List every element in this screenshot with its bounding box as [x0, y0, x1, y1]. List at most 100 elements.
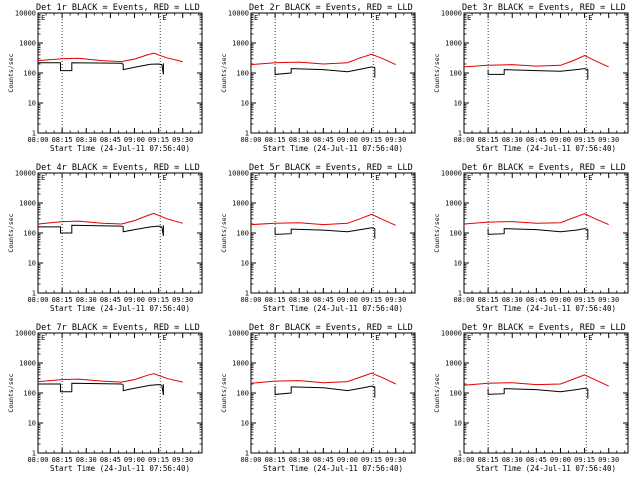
lld-series-line — [37, 52, 183, 63]
x-tick-label: 08:00 — [27, 456, 48, 464]
y-tick-label: 1000 — [232, 200, 249, 208]
event-marker-label: E — [162, 334, 166, 342]
y-tick-label: 1000 — [19, 200, 36, 208]
y-tick-label: 100 — [23, 230, 36, 238]
lld-series-line — [37, 373, 183, 383]
y-tick-label: 1 — [245, 130, 249, 138]
x-tick-label: 08:30 — [76, 296, 97, 304]
x-tick-label: 08:30 — [76, 136, 97, 144]
detector-panel: Det 4r BLACK = Events, RED = LLD 1 10 100 10… — [0, 160, 213, 320]
y-tick-label: 10 — [28, 420, 36, 428]
y-tick-label: 100 — [236, 390, 249, 398]
x-tick-label: 08:45 — [100, 136, 121, 144]
x-tick-label: 08:15 — [478, 456, 499, 464]
x-tick-label: 09:00 — [337, 136, 358, 144]
chart-svg: Det 5r BLACK = Events, RED = LLD 1 10 100 10… — [220, 163, 416, 313]
y-tick-label: 1 — [32, 130, 36, 138]
y-tick-label: 10000 — [228, 330, 249, 338]
x-tick-label: 08:15 — [265, 136, 286, 144]
y-tick-label: 1000 — [445, 40, 462, 48]
event-marker-label: E — [41, 14, 45, 22]
x-axis-label: Start Time (24-Jul-11 07:56:40) — [50, 464, 190, 473]
y-tick-label: 10 — [454, 420, 462, 428]
x-tick-label: 08:15 — [52, 136, 73, 144]
event-marker-label: E — [375, 14, 379, 22]
x-axis-label: Start Time (24-Jul-11 07:56:40) — [476, 304, 616, 313]
chart-title: Det 7r BLACK = Events, RED = LLD — [36, 323, 200, 333]
plot-frame — [37, 12, 203, 134]
chart-title: Det 1r BLACK = Events, RED = LLD — [36, 3, 200, 13]
y-tick-label: 10000 — [228, 10, 249, 18]
detector-panel: Det 7r BLACK = Events, RED = LLD 1 10 100 10… — [0, 320, 213, 480]
x-tick-label: 08:15 — [265, 456, 286, 464]
y-tick-label: 1 — [245, 290, 249, 298]
x-tick-label: 09:00 — [124, 296, 145, 304]
x-tick-label: 08:00 — [453, 136, 474, 144]
detector-panel: Det 3r BLACK = Events, RED = LLD 1 10 100 10… — [426, 0, 639, 160]
x-tick-label: 09:30 — [172, 456, 193, 464]
chart-svg: Det 2r BLACK = Events, RED = LLD 1 10 100 10… — [220, 3, 416, 153]
x-tick-label: 08:45 — [526, 136, 547, 144]
y-tick-label: 100 — [23, 70, 36, 78]
x-tick-label: 09:15 — [361, 456, 382, 464]
x-axis-label: Start Time (24-Jul-11 07:56:40) — [263, 144, 403, 153]
chart-svg: Det 3r BLACK = Events, RED = LLD 1 10 100 10… — [433, 3, 629, 153]
detector-panel: Det 5r BLACK = Events, RED = LLD 1 10 100 10… — [213, 160, 426, 320]
chart-svg: Det 1r BLACK = Events, RED = LLD 1 10 100 10… — [7, 3, 203, 153]
y-tick-label: 10000 — [441, 170, 462, 178]
lld-series-line — [250, 213, 396, 226]
y-axis-label: Counts/sec — [7, 53, 15, 92]
y-tick-label: 100 — [449, 390, 462, 398]
lld-series-line — [463, 374, 609, 387]
y-tick-label: 1000 — [445, 360, 462, 368]
x-tick-label: 09:00 — [124, 136, 145, 144]
chart-title: Det 9r BLACK = Events, RED = LLD — [462, 323, 626, 333]
x-tick-label: 09:15 — [361, 296, 382, 304]
plot-frame — [250, 172, 416, 294]
x-tick-label: 09:30 — [385, 456, 406, 464]
event-marker-label: E — [41, 334, 45, 342]
x-tick-label: 09:15 — [574, 136, 595, 144]
y-tick-label: 10 — [28, 260, 36, 268]
events-series-line — [38, 382, 164, 396]
x-tick-label: 08:30 — [289, 136, 310, 144]
plot-frame — [463, 332, 629, 454]
x-tick-label: 08:00 — [27, 296, 48, 304]
x-tick-label: 08:45 — [313, 136, 334, 144]
x-tick-label: 09:00 — [550, 296, 571, 304]
y-tick-label: 10000 — [441, 10, 462, 18]
y-tick-label: 1000 — [232, 40, 249, 48]
y-tick-label: 100 — [236, 70, 249, 78]
chart-title: Det 3r BLACK = Events, RED = LLD — [462, 3, 626, 13]
x-tick-label: 09:30 — [598, 136, 619, 144]
x-tick-label: 08:30 — [502, 296, 523, 304]
chart-title: Det 4r BLACK = Events, RED = LLD — [36, 163, 200, 173]
x-tick-label: 08:45 — [526, 456, 547, 464]
y-tick-label: 1 — [458, 290, 462, 298]
x-axis-label: Start Time (24-Jul-11 07:56:40) — [50, 144, 190, 153]
y-tick-label: 1000 — [232, 360, 249, 368]
x-tick-label: 09:00 — [550, 136, 571, 144]
detector-panel: Det 8r BLACK = Events, RED = LLD 1 10 100 10… — [213, 320, 426, 480]
y-tick-label: 1 — [245, 450, 249, 458]
y-axis-label: Counts/sec — [220, 53, 228, 92]
y-tick-label: 1 — [32, 450, 36, 458]
event-marker-label: E — [588, 174, 592, 182]
y-tick-label: 1000 — [19, 40, 36, 48]
x-tick-label: 08:30 — [502, 136, 523, 144]
x-tick-label: 08:15 — [52, 456, 73, 464]
x-tick-label: 09:30 — [598, 456, 619, 464]
plot-frame — [463, 172, 629, 294]
y-tick-label: 100 — [449, 70, 462, 78]
events-series-line — [274, 66, 376, 78]
y-axis-label: Counts/sec — [7, 213, 15, 252]
x-tick-label: 08:30 — [289, 456, 310, 464]
x-tick-label: 08:15 — [265, 296, 286, 304]
x-tick-label: 08:30 — [76, 456, 97, 464]
lld-series-line — [463, 213, 609, 226]
y-tick-label: 10 — [241, 100, 249, 108]
events-series-line — [38, 62, 164, 75]
x-tick-label: 09:30 — [385, 136, 406, 144]
y-axis-label: Counts/sec — [433, 213, 441, 252]
